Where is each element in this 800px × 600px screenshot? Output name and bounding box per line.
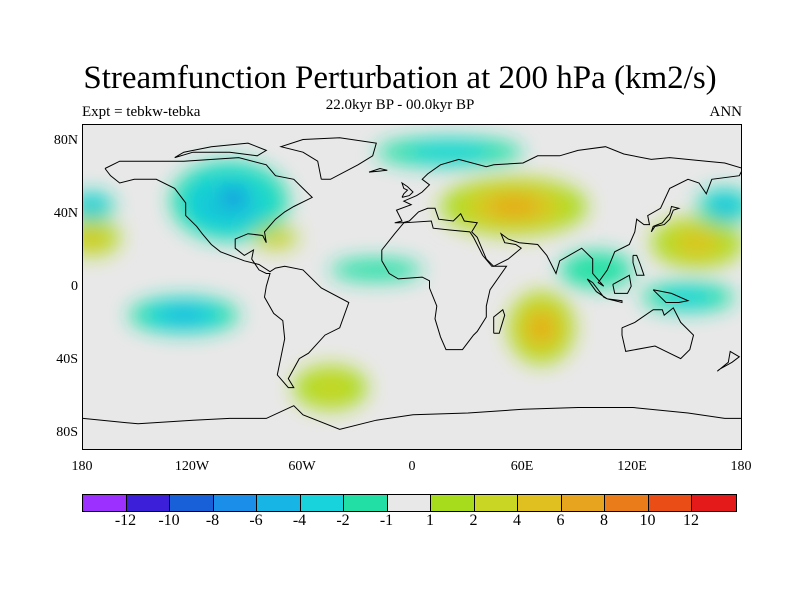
lon-tick-180w: 180 [71, 459, 93, 474]
lon-tick-60e: 60E [510, 459, 534, 474]
colorbar-swatch-4 [257, 495, 301, 511]
contour-band-12-0 [330, 259, 423, 281]
colorbar-swatch-1 [126, 495, 170, 511]
contour-band-1-4 [226, 193, 241, 202]
coastline-2 [381, 220, 508, 351]
lat-tick-0: 0 [71, 279, 78, 294]
contour-band-11-1 [309, 375, 352, 400]
lat-tick-40s: 40S [56, 352, 78, 367]
coastline-10 [586, 278, 608, 300]
colorbar-swatch-9 [474, 495, 518, 511]
colorbar-swatch-3 [213, 495, 257, 511]
colorbar-label-4: -4 [292, 512, 307, 529]
colorbar-label-10: 6 [556, 512, 565, 529]
colorbar-swatch-14 [692, 495, 736, 511]
colorbar-swatch-10 [518, 495, 562, 511]
lon-tick-120e: 120E [617, 459, 647, 474]
streamfunction-map [83, 137, 741, 430]
contour-band-10-1 [662, 288, 714, 306]
coastline-3 [621, 307, 695, 360]
colorbar-label-1: -10 [158, 512, 180, 529]
colorbar-swatch-13 [648, 495, 692, 511]
colorbar-label-12: 10 [639, 512, 656, 529]
colorbar-label-0: -12 [114, 512, 137, 529]
coastline-4 [279, 137, 377, 180]
map-panel [82, 124, 742, 450]
contour-band-6-2 [83, 230, 103, 245]
contour-band-9-2 [162, 308, 206, 323]
colorbar-label-9: 4 [513, 512, 521, 529]
contour-band-3-3 [491, 197, 537, 216]
coastline-1 [394, 146, 741, 287]
coastline-11 [607, 298, 623, 304]
field-layer [83, 137, 741, 410]
coastline-layer [83, 137, 741, 430]
lat-tick-80n: 80N [53, 133, 78, 148]
contour-band-5-2 [679, 232, 716, 253]
colorbar-label-5: -2 [336, 512, 350, 529]
coastline-15 [716, 350, 741, 372]
experiment-label: Expt = tebkw-tebka [82, 104, 201, 120]
coastline-16 [368, 167, 388, 173]
coastline-0 [104, 157, 350, 389]
colorbar-label-11: 8 [600, 512, 608, 529]
map-title: Streamfunction Perturbation at 200 hPa (… [83, 60, 717, 96]
colorbar-label-6: -1 [379, 512, 394, 529]
contour-band-13-1 [408, 143, 492, 161]
coastline-7 [650, 205, 681, 233]
contour-band-8-2 [83, 200, 101, 213]
contour-band-4-3 [531, 316, 552, 339]
lon-tick-180e: 180 [730, 459, 752, 474]
colorbar-swatch-12 [605, 495, 649, 511]
colorbar-label-3: -6 [249, 512, 263, 529]
coastline-8 [493, 308, 506, 334]
contour-band-7-2 [713, 199, 736, 214]
lat-tick-80s: 80S [56, 425, 78, 440]
colorbar-label-8: 2 [469, 512, 478, 529]
coastline-6 [401, 181, 414, 198]
coastline-14 [632, 254, 645, 276]
contour-band-2-2 [266, 233, 285, 242]
colorbar-swatch-8 [431, 495, 475, 511]
colorbar-label-2: -8 [205, 512, 220, 529]
coastline-5 [83, 405, 741, 430]
time-range-subtitle: 22.0kyr BP - 00.0kyr BP [325, 97, 475, 113]
lat-tick-40n: 40N [53, 206, 78, 221]
coastline-9 [174, 142, 268, 159]
colorbar-swatch-6 [344, 495, 388, 511]
lon-tick-0: 0 [408, 459, 416, 474]
colorbar-swatch-5 [300, 495, 344, 511]
lon-tick-120w: 120W [174, 459, 210, 474]
colorbar-swatch-0 [83, 495, 127, 511]
colorbar [82, 494, 737, 512]
colorbar-swatch-7 [387, 495, 431, 511]
colorbar-label-13: 12 [683, 512, 699, 529]
season-label: ANN [709, 104, 743, 120]
colorbar-label-7: 1 [426, 512, 434, 529]
colorbar-swatch-11 [561, 495, 605, 511]
lon-tick-60w: 60W [288, 459, 316, 474]
coastline-12 [612, 274, 632, 294]
contour-band-14-0 [559, 251, 633, 288]
colorbar-swatch-2 [170, 495, 214, 511]
coastline-13 [652, 289, 690, 303]
